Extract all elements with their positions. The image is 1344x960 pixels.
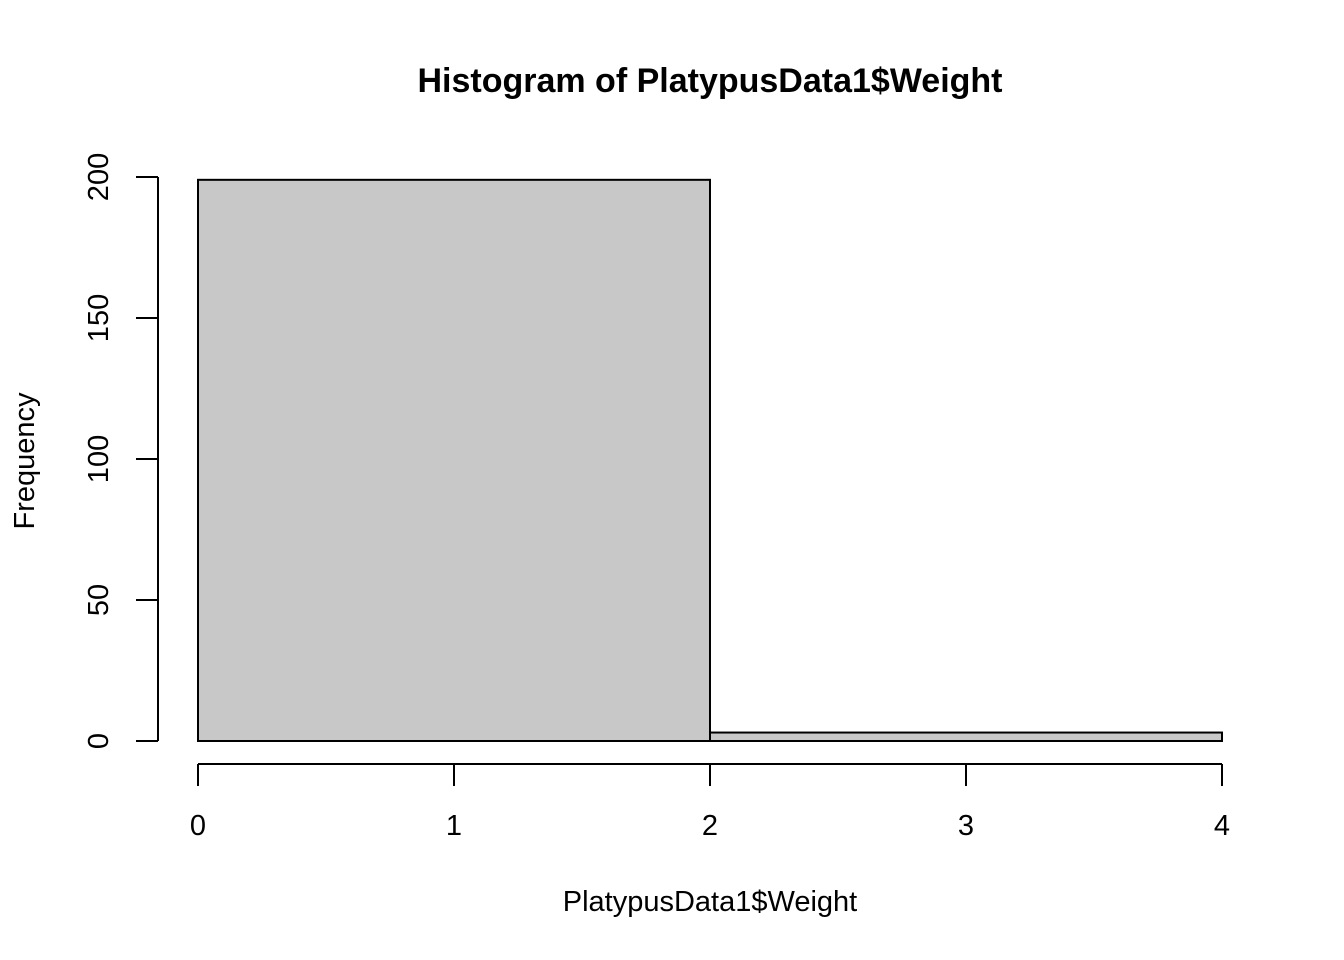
x-tick-label: 2 [702, 810, 718, 842]
chart-title: Histogram of PlatypusData1$Weight [417, 62, 1002, 100]
y-axis-label: Frequency [9, 392, 41, 530]
x-tick-label: 3 [958, 810, 974, 842]
y-tick-label: 200 [83, 153, 115, 201]
histogram-bar [709, 731, 1223, 742]
y-tick-label: 150 [83, 294, 115, 342]
x-tick-label: 4 [1214, 810, 1230, 842]
y-tick-label: 50 [83, 584, 115, 616]
histogram-bar [197, 178, 711, 742]
x-axis-label: PlatypusData1$Weight [563, 886, 857, 918]
x-tick-label: 1 [446, 810, 462, 842]
x-tick-label: 0 [190, 810, 206, 842]
y-tick-label: 0 [83, 733, 115, 749]
y-tick-label: 100 [83, 435, 115, 483]
